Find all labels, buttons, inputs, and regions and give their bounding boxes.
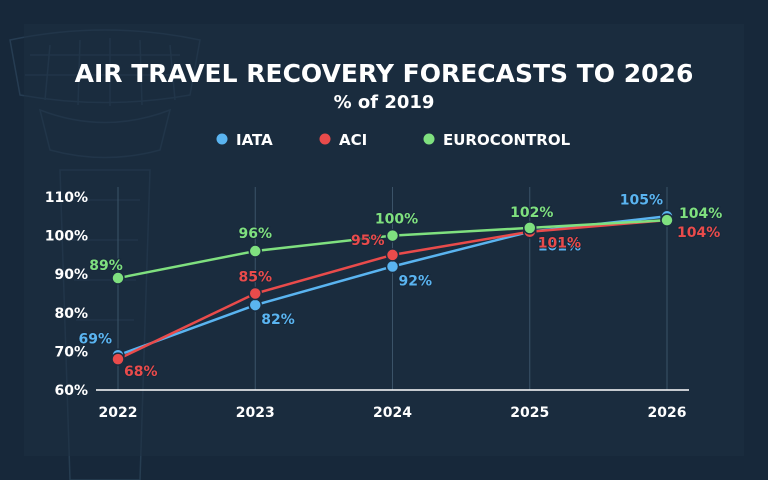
data-label: 82% <box>261 312 295 328</box>
legend-label: ACI <box>339 131 367 149</box>
data-labels: 69%82%92%101%105%68%85%95% 101%104%89%96%… <box>77 191 723 381</box>
x-tick-label: 2024 <box>373 405 412 421</box>
legend-marker <box>216 133 228 145</box>
data-points <box>111 209 674 366</box>
legend-label: EUROCONTROL <box>443 131 571 149</box>
legend-marker <box>319 133 331 145</box>
y-tick-label: 90% <box>54 267 88 283</box>
y-tick-label: 80% <box>54 306 88 322</box>
data-label: 96% <box>238 226 272 242</box>
legend-marker <box>423 133 435 145</box>
data-point <box>385 228 400 243</box>
data-label: 105% <box>620 192 663 208</box>
data-point <box>248 244 262 258</box>
y-tick-label: 60% <box>54 383 88 399</box>
y-tick-label: 110% <box>45 190 88 206</box>
data-label: 95% <box>351 233 385 249</box>
x-tick-label: 2025 <box>510 405 549 421</box>
x-axis: 2022 2023 2024 2025 2026 <box>99 405 687 421</box>
chart-subtitle: % of 2019 <box>334 92 435 113</box>
data-point <box>248 286 262 301</box>
data-label: 92% <box>399 273 433 289</box>
data-label: 101% <box>538 239 581 255</box>
data-label: 102% <box>510 205 553 221</box>
data-point <box>385 248 400 262</box>
data-label: 100% <box>375 212 418 228</box>
data-label: 104% <box>679 206 722 222</box>
data-label: 104% <box>677 225 720 241</box>
chart-title: AIR TRAVEL RECOVERY FORECASTS TO 2026 <box>75 59 694 88</box>
data-label: 69% <box>78 331 112 347</box>
data-point <box>248 298 262 312</box>
data-point <box>111 352 125 366</box>
data-label: 85% <box>238 270 272 286</box>
legend: IATA ACI EUROCONTROL <box>216 131 571 149</box>
data-point <box>660 213 674 227</box>
chart-panel <box>24 24 744 456</box>
data-label: 89% <box>89 258 123 274</box>
data-label: 68% <box>124 364 158 380</box>
x-tick-label: 2023 <box>236 405 275 421</box>
data-point <box>385 259 400 274</box>
data-point <box>523 221 537 235</box>
x-tick-label: 2022 <box>99 405 138 421</box>
data-label: 101% <box>538 236 581 252</box>
y-axis: 60% 70% 80% 90% 100% 110% <box>45 190 88 399</box>
data-point <box>111 271 125 285</box>
y-tick-label: 70% <box>54 344 88 360</box>
y-tick-label: 100% <box>45 229 88 245</box>
x-tick-label: 2026 <box>648 405 687 421</box>
legend-label: IATA <box>236 131 273 149</box>
